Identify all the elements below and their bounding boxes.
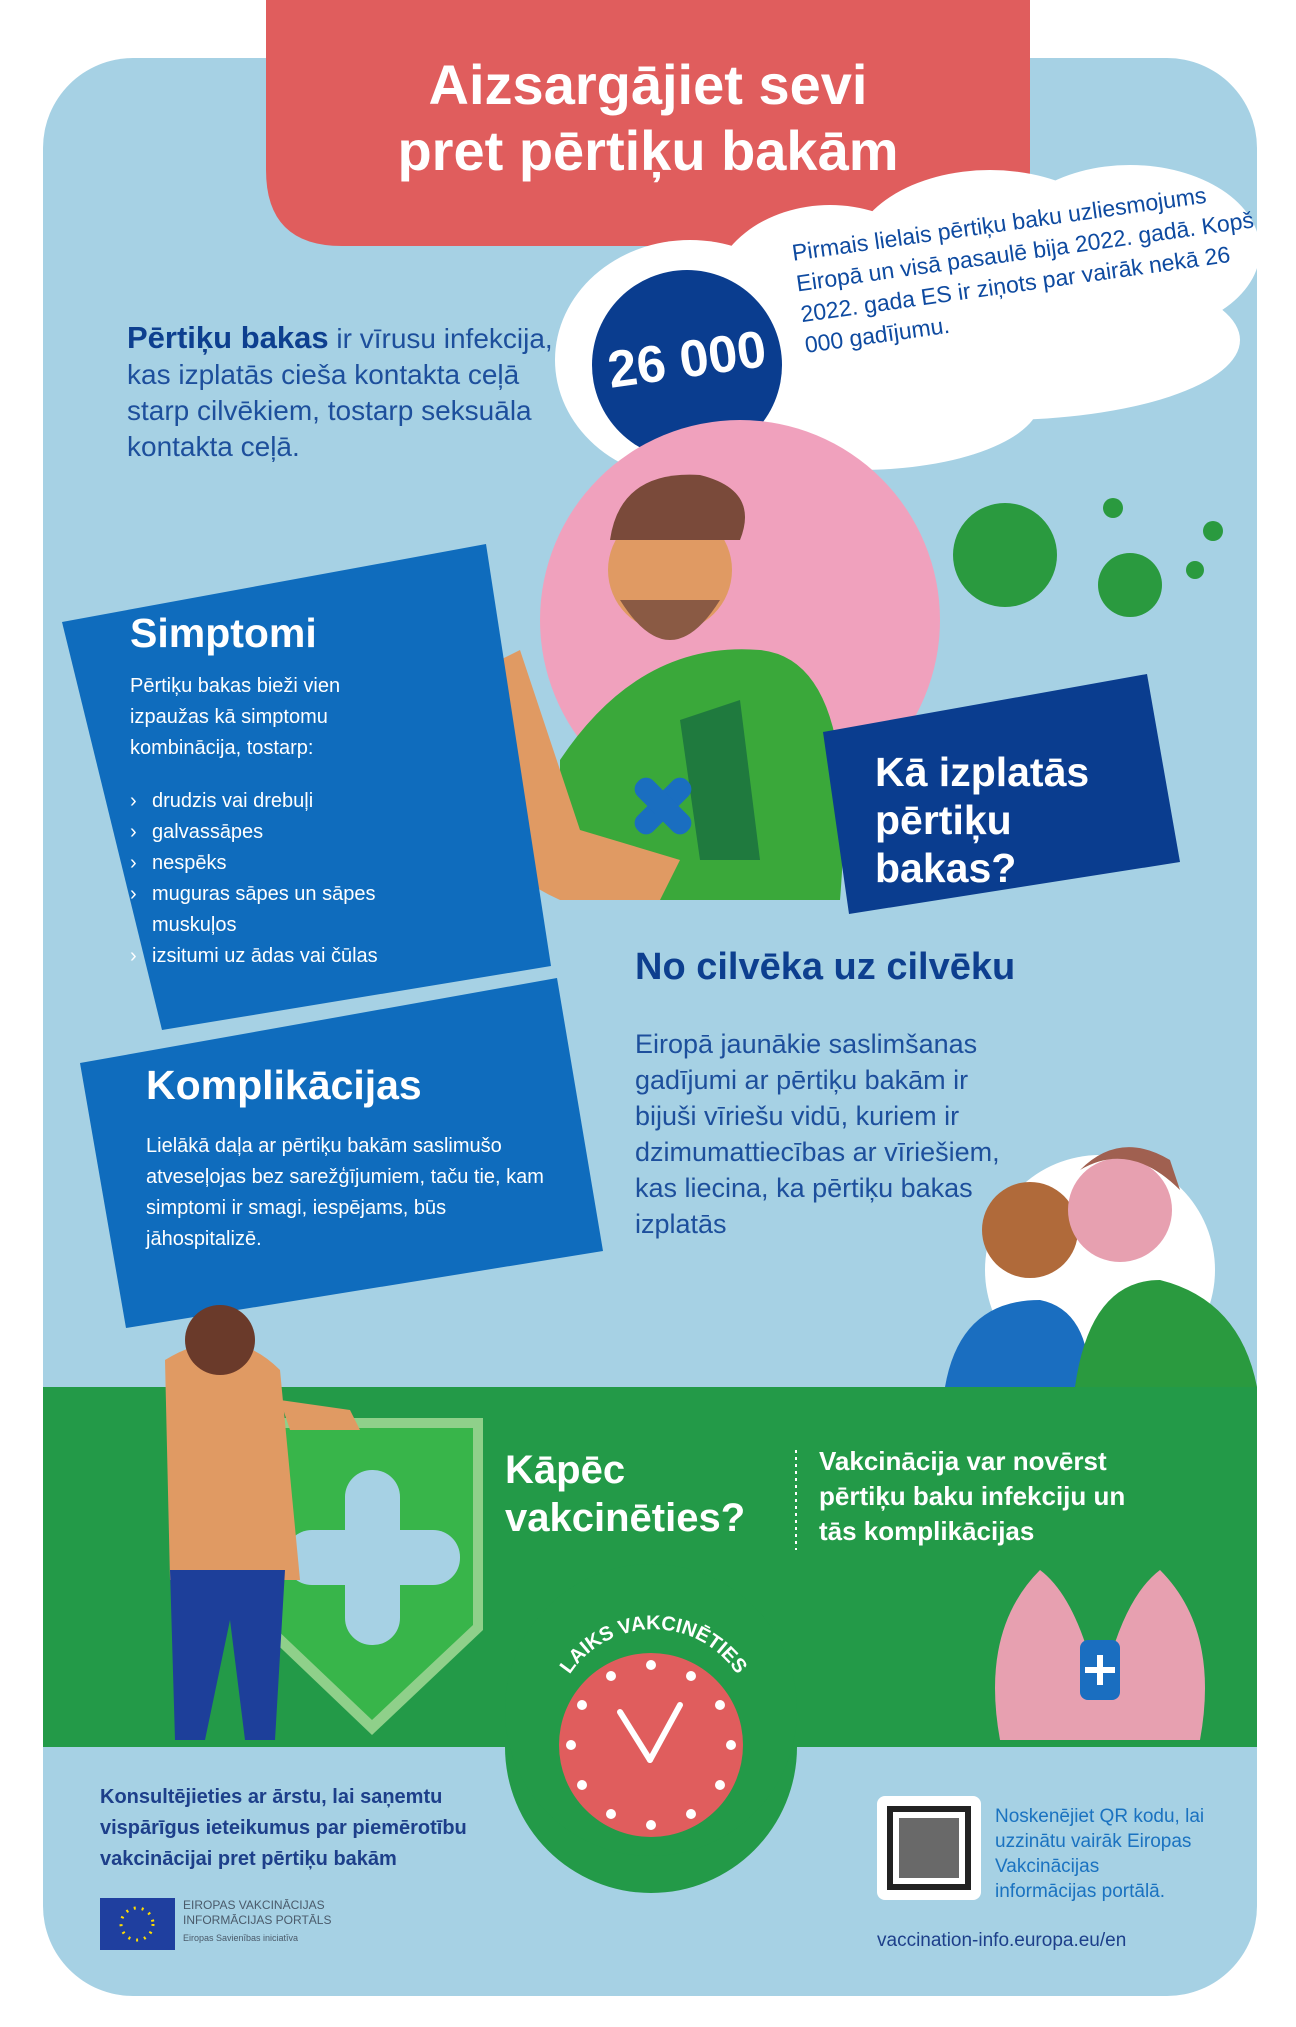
symptoms-list: drudzis vai drebuļi galvassāpes nespēks … xyxy=(130,786,510,972)
consult-text: Konsultējieties ar ārstu, lai saņemtu vi… xyxy=(100,1786,467,1870)
syringe-icon xyxy=(617,1702,683,1763)
eu-logo-text: EIROPAS VAKCINĀCIJAS INFORMĀCIJAS PORTĀL… xyxy=(183,1898,332,1943)
eu-logo xyxy=(100,1898,175,1950)
qr-code xyxy=(877,1796,981,1900)
virus-icon xyxy=(953,498,1223,617)
complications-text: Lielākā daļa ar pērtiķu bakām saslimušo … xyxy=(146,1135,544,1250)
qr-instructions: Noskenējiet QR kodu, lai uzzinātu vairāk… xyxy=(995,1806,1205,1902)
list-item: galvassāpes xyxy=(130,817,510,848)
bandage-icon xyxy=(634,777,692,835)
title-banner xyxy=(266,0,1030,246)
person-leaning-illustration xyxy=(165,1305,360,1740)
clock-icon xyxy=(559,1653,743,1837)
heart-hands-illustration xyxy=(995,1570,1205,1740)
list-item: muguras sāpes un sāpes muskuļos xyxy=(130,879,412,941)
clock-ticks xyxy=(566,1660,736,1830)
spread-heading: No cilvēka uz cilvēku xyxy=(635,946,1016,988)
intro-text: Pērtiķu bakas ir vīrusu infekcija, kas i… xyxy=(127,320,553,462)
portal-link[interactable]: vaccination-info.europa.eu/en xyxy=(877,1930,1127,1951)
complications-card xyxy=(80,978,603,1328)
list-item: izsitumi uz ādas vai čūlas xyxy=(130,941,510,972)
symptoms-section: Simptomi Pērtiķu bakas bieži vien izpauž… xyxy=(130,610,510,972)
page-title: Aizsargājiet sevi pret pērtiķu bakām xyxy=(397,53,899,182)
spread-title: Kā izplatās pērtiķu bakas? xyxy=(875,749,1090,891)
kissing-couple-illustration xyxy=(945,1147,1257,1387)
shield-icon xyxy=(262,1418,483,1735)
spread-card xyxy=(823,674,1180,914)
complications-section: Komplikācijas Lielākā daļa ar pērtiķu ba… xyxy=(146,1062,546,1255)
vaccination-question: Kāpēc vakcinēties? xyxy=(505,1448,746,1540)
symptoms-intro: Pērtiķu bakas bieži vien izpaužas kā sim… xyxy=(130,675,341,759)
stat-circle xyxy=(592,270,782,460)
spread-text: Eiropā jaunākie saslimšanas gadījumi ar … xyxy=(635,1029,1000,1239)
symptoms-title: Simptomi xyxy=(130,610,317,656)
complications-title: Komplikācijas xyxy=(146,1062,422,1108)
vaccination-answer: Vakcinācija var novērst pērtiķu baku inf… xyxy=(819,1446,1126,1546)
list-item: drudzis vai drebuļi xyxy=(130,786,510,817)
list-item: nespēks xyxy=(130,848,510,879)
